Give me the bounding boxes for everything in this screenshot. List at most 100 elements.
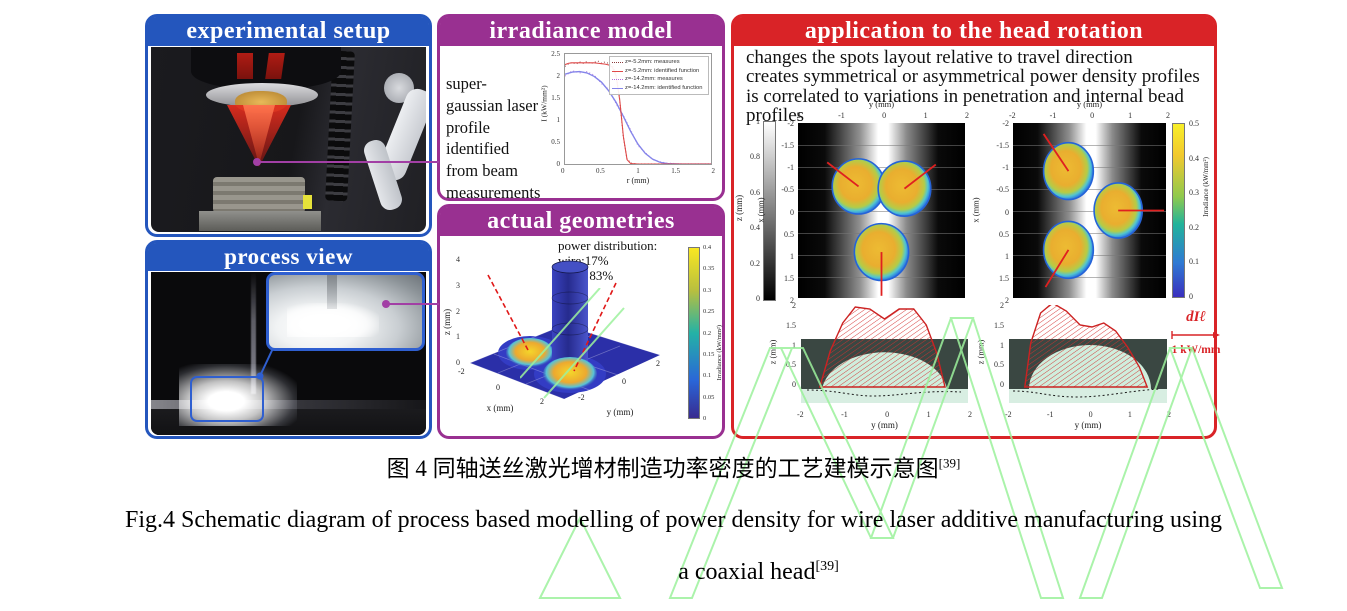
melt-pool-glow (179, 364, 297, 426)
geo-x-axis-label: x (mm) (486, 403, 514, 413)
tick-label: -2 (797, 410, 804, 419)
tick-label: -1.5 (996, 141, 1009, 151)
tick-label: 1.5 (786, 320, 796, 330)
tick-label: 2 (556, 72, 561, 80)
heatmapB-spots (1042, 133, 1165, 288)
geo-x-tick: 0 (496, 383, 500, 392)
tick-label: 1 (792, 340, 796, 350)
tick-label: 0.8 (750, 152, 760, 162)
legend-label: z=-5.2mm: identified function (625, 67, 700, 74)
tick-label: 1 (1005, 251, 1009, 261)
zbar-ticks: 1 0.8 0.6 0.4 0.2 0 (742, 117, 760, 303)
tick-label: 0.5 (999, 229, 1009, 239)
irradiance-colorbar (1172, 123, 1185, 298)
tick-label: 1.5 (551, 94, 560, 102)
connector-line (257, 161, 439, 163)
crossB-y-label: z (mm) (975, 339, 986, 365)
beam-axis-line (487, 274, 529, 351)
panel-application: application to the head rotation changes… (731, 14, 1220, 439)
melt-pool-inset (266, 272, 425, 351)
tick-label: 2 (790, 296, 794, 305)
geo-z-ticks: 4 3 2 1 0 (450, 255, 460, 367)
irradiance-note: super-gaussian laser profile identified … (446, 74, 541, 202)
tick-label: 1 (923, 111, 928, 120)
tick-label: 2 (967, 410, 972, 419)
legend-label: z=-5.2mm: measures (625, 59, 680, 65)
tick-label: 0.2 (750, 258, 760, 268)
wire (251, 272, 256, 394)
irradiance-colorbar-ticks: 0.5 0.4 0.3 0.2 0.1 0 (1189, 119, 1209, 301)
panel-title-experimental-setup: experimental setup (148, 17, 429, 46)
spot-direction-line (1044, 249, 1070, 288)
z-colorbar (763, 121, 776, 301)
irradiance-content: super-gaussian laser profile identified … (440, 47, 722, 202)
spot-direction-line (903, 163, 937, 190)
tick-label: 0 (1090, 111, 1095, 120)
tick-label: -1.5 (781, 141, 794, 151)
tick-label: 0.5 (551, 138, 560, 146)
yellow-marker (303, 195, 312, 209)
tick-label: 0 (1189, 291, 1193, 301)
caption-zh-reference: [39] (938, 455, 961, 471)
tick-label: 0 (792, 380, 796, 389)
profile-scale: dIℓ 1 kW/mm (1170, 309, 1222, 356)
panel-title-process-view: process view (148, 243, 429, 271)
irradiance-legend: z=-5.2mm: measures z=-5.2mm: identified … (609, 56, 709, 95)
tick-label: 0 (1005, 207, 1009, 217)
inset-wire (327, 275, 337, 309)
tick-label: 1.5 (994, 320, 1004, 330)
legend-label: z=-14.2mm: identified function (625, 85, 703, 92)
tick-label: 1 (1127, 410, 1132, 419)
tick-label: 0 (885, 410, 890, 419)
substrate-strip (1009, 389, 1167, 403)
panel-title-actual-geometries: actual geometries (440, 207, 722, 236)
tick-label: 0.3 (1189, 188, 1199, 198)
geo-y-tick: 2 (656, 359, 660, 368)
heatmapA-top-label: y (mm) (868, 99, 895, 109)
caption-en-line2: a coaxial head[39] (85, 559, 1347, 586)
geo-x-tick: 2 (540, 397, 544, 406)
tick-label: -2 (1002, 119, 1009, 128)
geo-y-axis-label: y (mm) (606, 407, 634, 417)
heatmapA-spots (826, 158, 937, 296)
tick-label: 0.1 (703, 372, 712, 380)
tick-label: 0.5 (596, 167, 605, 175)
crossA-x-ticks: -2 -1 0 1 2 (797, 410, 972, 419)
panel-title-application: application to the head rotation (734, 17, 1214, 46)
tick-label: 0 (1000, 380, 1004, 389)
tick-label: 0.4 (750, 223, 760, 233)
tick-label: 0 (561, 167, 565, 175)
bullet-line: is correlated to variations in penetrati… (746, 85, 1184, 127)
laser-spot (1042, 141, 1095, 201)
tick-label: -2 (787, 119, 794, 128)
caption-en-text: Fig.4 Schematic diagram of process based… (124, 507, 1223, 533)
irradiance-x-axis-label: r (mm) (626, 176, 650, 185)
panel-irradiance-model: irradiance model super-gaussian laser pr… (437, 14, 725, 202)
dotted-marker-icon (612, 79, 623, 81)
caption-en-reference: [39] (815, 559, 839, 574)
heatmapA-top-ticks: -2 -1 0 1 2 (794, 111, 969, 120)
tick-label: 1.5 (671, 167, 680, 175)
tick-label: -1 (841, 410, 848, 419)
panel-actual-geometries: actual geometries power distribution: wi… (437, 204, 725, 439)
panel-experimental-setup: experimental setup (145, 14, 432, 237)
geo-y-tick: -2 (578, 393, 585, 402)
cylinder-top (551, 260, 589, 274)
crossB-y-ticks: 2 1.5 1 0.5 0 (988, 301, 1004, 389)
panel-process-view: process view (145, 240, 432, 439)
tick-label: 1 (1128, 111, 1133, 120)
crossA-x-label: y (mm) (871, 420, 898, 430)
tick-label: 0.6 (750, 187, 760, 197)
line-marker-icon (612, 70, 623, 72)
caption-en-text2: a coaxial head (678, 559, 816, 585)
tick-label: 1 (790, 251, 794, 261)
tick-label: 1 (636, 167, 640, 175)
crossB-x-ticks: -2 -1 0 1 2 (1005, 410, 1171, 419)
tick-label: 0.35 (703, 265, 715, 273)
tick-label: 0.2 (1189, 222, 1199, 232)
tick-label: 0 (1088, 410, 1093, 419)
profile-scale-symbol: dIℓ (1186, 309, 1206, 325)
melt-pool-highlight-box (190, 376, 264, 422)
dotted-marker-icon (612, 61, 623, 63)
